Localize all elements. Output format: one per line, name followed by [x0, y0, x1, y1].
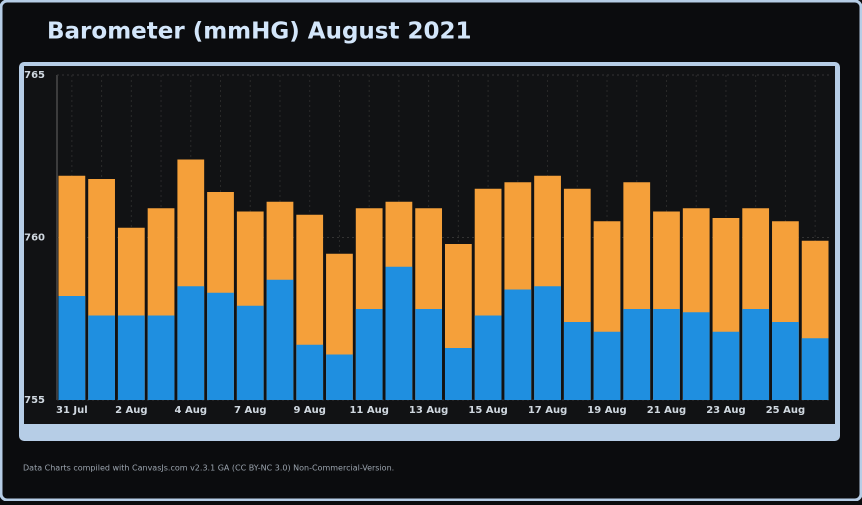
x-tick-label: 19 Aug — [587, 405, 626, 416]
bar — [504, 289, 532, 400]
bar — [88, 315, 115, 400]
bar — [742, 309, 770, 400]
bar — [236, 305, 264, 400]
x-tick-label: 25 Aug — [766, 405, 805, 416]
bar — [444, 348, 472, 400]
bar — [682, 312, 710, 400]
x-tick-label: 13 Aug — [409, 405, 448, 416]
x-tick-label: 9 Aug — [293, 405, 325, 416]
bar — [801, 338, 829, 400]
bar — [712, 331, 740, 400]
x-tick-label: 11 Aug — [349, 405, 388, 416]
x-tick-label: 21 Aug — [647, 405, 686, 416]
y-tick-label: 765 — [24, 70, 45, 81]
x-tick-label: 4 Aug — [175, 405, 207, 416]
y-tick-label: 755 — [24, 395, 45, 406]
y-tick-label: 760 — [24, 233, 45, 244]
bar — [415, 309, 443, 400]
bar — [474, 315, 502, 400]
bar — [147, 315, 175, 400]
x-tick-label: 15 Aug — [468, 405, 507, 416]
x-tick-label: 7 Aug — [234, 405, 266, 416]
bar — [534, 286, 561, 400]
bar — [117, 315, 145, 400]
x-tick-label: 31 Jul — [56, 405, 88, 416]
bar — [772, 322, 799, 400]
bar — [385, 266, 413, 400]
bar — [355, 309, 383, 400]
chart-title: Barometer (mmHG) August 2021 — [47, 19, 472, 45]
bar — [326, 354, 353, 400]
bar — [653, 309, 680, 400]
bar — [177, 286, 205, 400]
bar — [266, 279, 294, 400]
x-tick-label: 23 Aug — [706, 405, 745, 416]
bar — [207, 292, 234, 400]
bar — [593, 331, 621, 400]
x-tick-label: 17 Aug — [528, 405, 567, 416]
x-tick-label: 2 Aug — [115, 405, 147, 416]
footer: Data Charts compiled with CanvasJs.com v… — [23, 464, 394, 473]
bar — [58, 296, 86, 400]
bar — [296, 344, 324, 400]
bar — [623, 309, 651, 400]
bar — [563, 322, 591, 400]
